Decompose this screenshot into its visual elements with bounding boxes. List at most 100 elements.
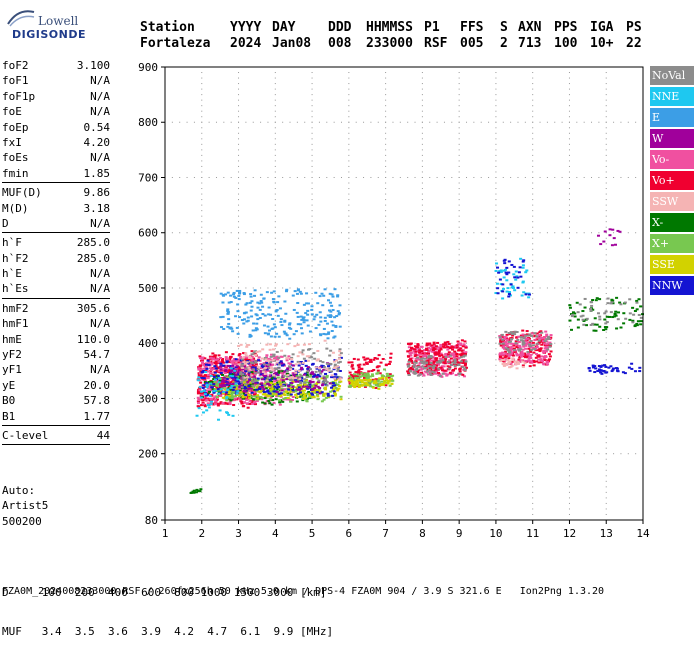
- grid-dot: [458, 409, 460, 411]
- echo-point: [229, 389, 233, 392]
- grid-dot: [458, 397, 460, 399]
- echo-point: [270, 394, 274, 397]
- grid-dot: [605, 160, 607, 162]
- echo-point: [379, 361, 383, 364]
- echo-point: [422, 374, 426, 377]
- grid-dot: [421, 83, 423, 85]
- echo-point: [305, 375, 309, 378]
- echo-point: [299, 315, 303, 318]
- grid-dot: [238, 254, 240, 256]
- grid-dot: [385, 254, 387, 256]
- echo-point: [229, 367, 233, 370]
- echo-point: [423, 349, 427, 352]
- grid-dot: [274, 480, 276, 482]
- echo-point: [261, 401, 265, 404]
- grid-dot: [385, 237, 387, 239]
- grid-dot: [524, 121, 526, 123]
- echo-point: [240, 384, 244, 387]
- echo-point: [257, 371, 261, 374]
- echo-point: [372, 381, 376, 384]
- echo-point: [272, 390, 276, 393]
- grid-dot: [495, 409, 497, 411]
- echo-point: [368, 380, 372, 383]
- echo-point: [207, 361, 211, 364]
- echo-point: [268, 378, 272, 381]
- grid-dot: [502, 453, 504, 455]
- echo-point: [217, 354, 221, 357]
- grid-dot: [282, 342, 284, 344]
- echo-point: [417, 351, 421, 354]
- echo-point: [198, 386, 202, 389]
- grid-dot: [311, 304, 313, 306]
- grid-dot: [238, 259, 240, 261]
- echo-point: [265, 390, 269, 393]
- grid-dot: [385, 486, 387, 488]
- grid-dot: [385, 293, 387, 294]
- grid-dot: [539, 121, 541, 123]
- grid-dot: [385, 513, 387, 515]
- echo-point: [318, 311, 322, 314]
- echo-point: [228, 384, 232, 387]
- grid-dot: [546, 453, 548, 455]
- echo-point: [305, 371, 309, 374]
- grid-dot: [473, 397, 475, 399]
- grid-dot: [348, 337, 350, 339]
- echo-point: [249, 309, 253, 312]
- echo-point: [233, 390, 237, 393]
- echo-point: [254, 361, 258, 364]
- echo-point: [415, 356, 419, 359]
- grid-dot: [348, 513, 350, 515]
- echo-point: [243, 368, 247, 371]
- echo-point: [262, 324, 266, 327]
- echo-point: [259, 363, 263, 366]
- grid-dot: [215, 176, 217, 178]
- grid-dot: [245, 287, 247, 289]
- grid-dot: [591, 342, 593, 344]
- echo-point: [255, 398, 259, 401]
- grid-dot: [311, 182, 313, 184]
- echo-point: [213, 396, 217, 399]
- echo-point: [440, 345, 444, 348]
- echo-point: [329, 315, 333, 318]
- echo-point: [368, 378, 372, 381]
- echo-point: [334, 373, 338, 376]
- grid-dot: [208, 287, 210, 289]
- grid-dot: [561, 287, 563, 289]
- echo-point: [323, 378, 327, 381]
- echo-point: [271, 318, 275, 321]
- grid-dot: [605, 353, 607, 355]
- grid-dot: [421, 176, 423, 178]
- echo-point: [337, 387, 341, 390]
- echo-point: [207, 406, 211, 409]
- echo-point: [306, 366, 310, 369]
- echo-point: [258, 302, 262, 305]
- grid-dot: [620, 342, 622, 344]
- echo-point: [264, 393, 268, 396]
- grid-dot: [201, 116, 203, 118]
- echo-point: [313, 315, 317, 318]
- echo-point: [302, 319, 306, 322]
- echo-point: [293, 345, 297, 348]
- echo-point: [323, 316, 327, 319]
- echo-point: [205, 367, 209, 370]
- grid-dot: [274, 431, 276, 433]
- grid-dot: [495, 453, 497, 455]
- grid-dot: [348, 293, 350, 294]
- param-separator: [2, 232, 110, 234]
- grid-dot: [421, 160, 423, 162]
- grid-dot: [238, 199, 240, 201]
- grid-dot: [421, 293, 423, 294]
- echo-point: [231, 363, 235, 366]
- echo-point: [310, 308, 314, 311]
- grid-dot: [348, 447, 350, 449]
- echo-point: [540, 361, 544, 364]
- echo-point: [224, 366, 228, 369]
- echo-point: [248, 301, 252, 304]
- grid-dot: [458, 304, 460, 306]
- echo-point: [270, 392, 274, 395]
- echo-point: [242, 322, 246, 325]
- grid-dot: [385, 375, 387, 377]
- param-row: yF1 N/A: [2, 362, 110, 377]
- param-separator: [2, 182, 110, 184]
- echo-point: [412, 361, 416, 364]
